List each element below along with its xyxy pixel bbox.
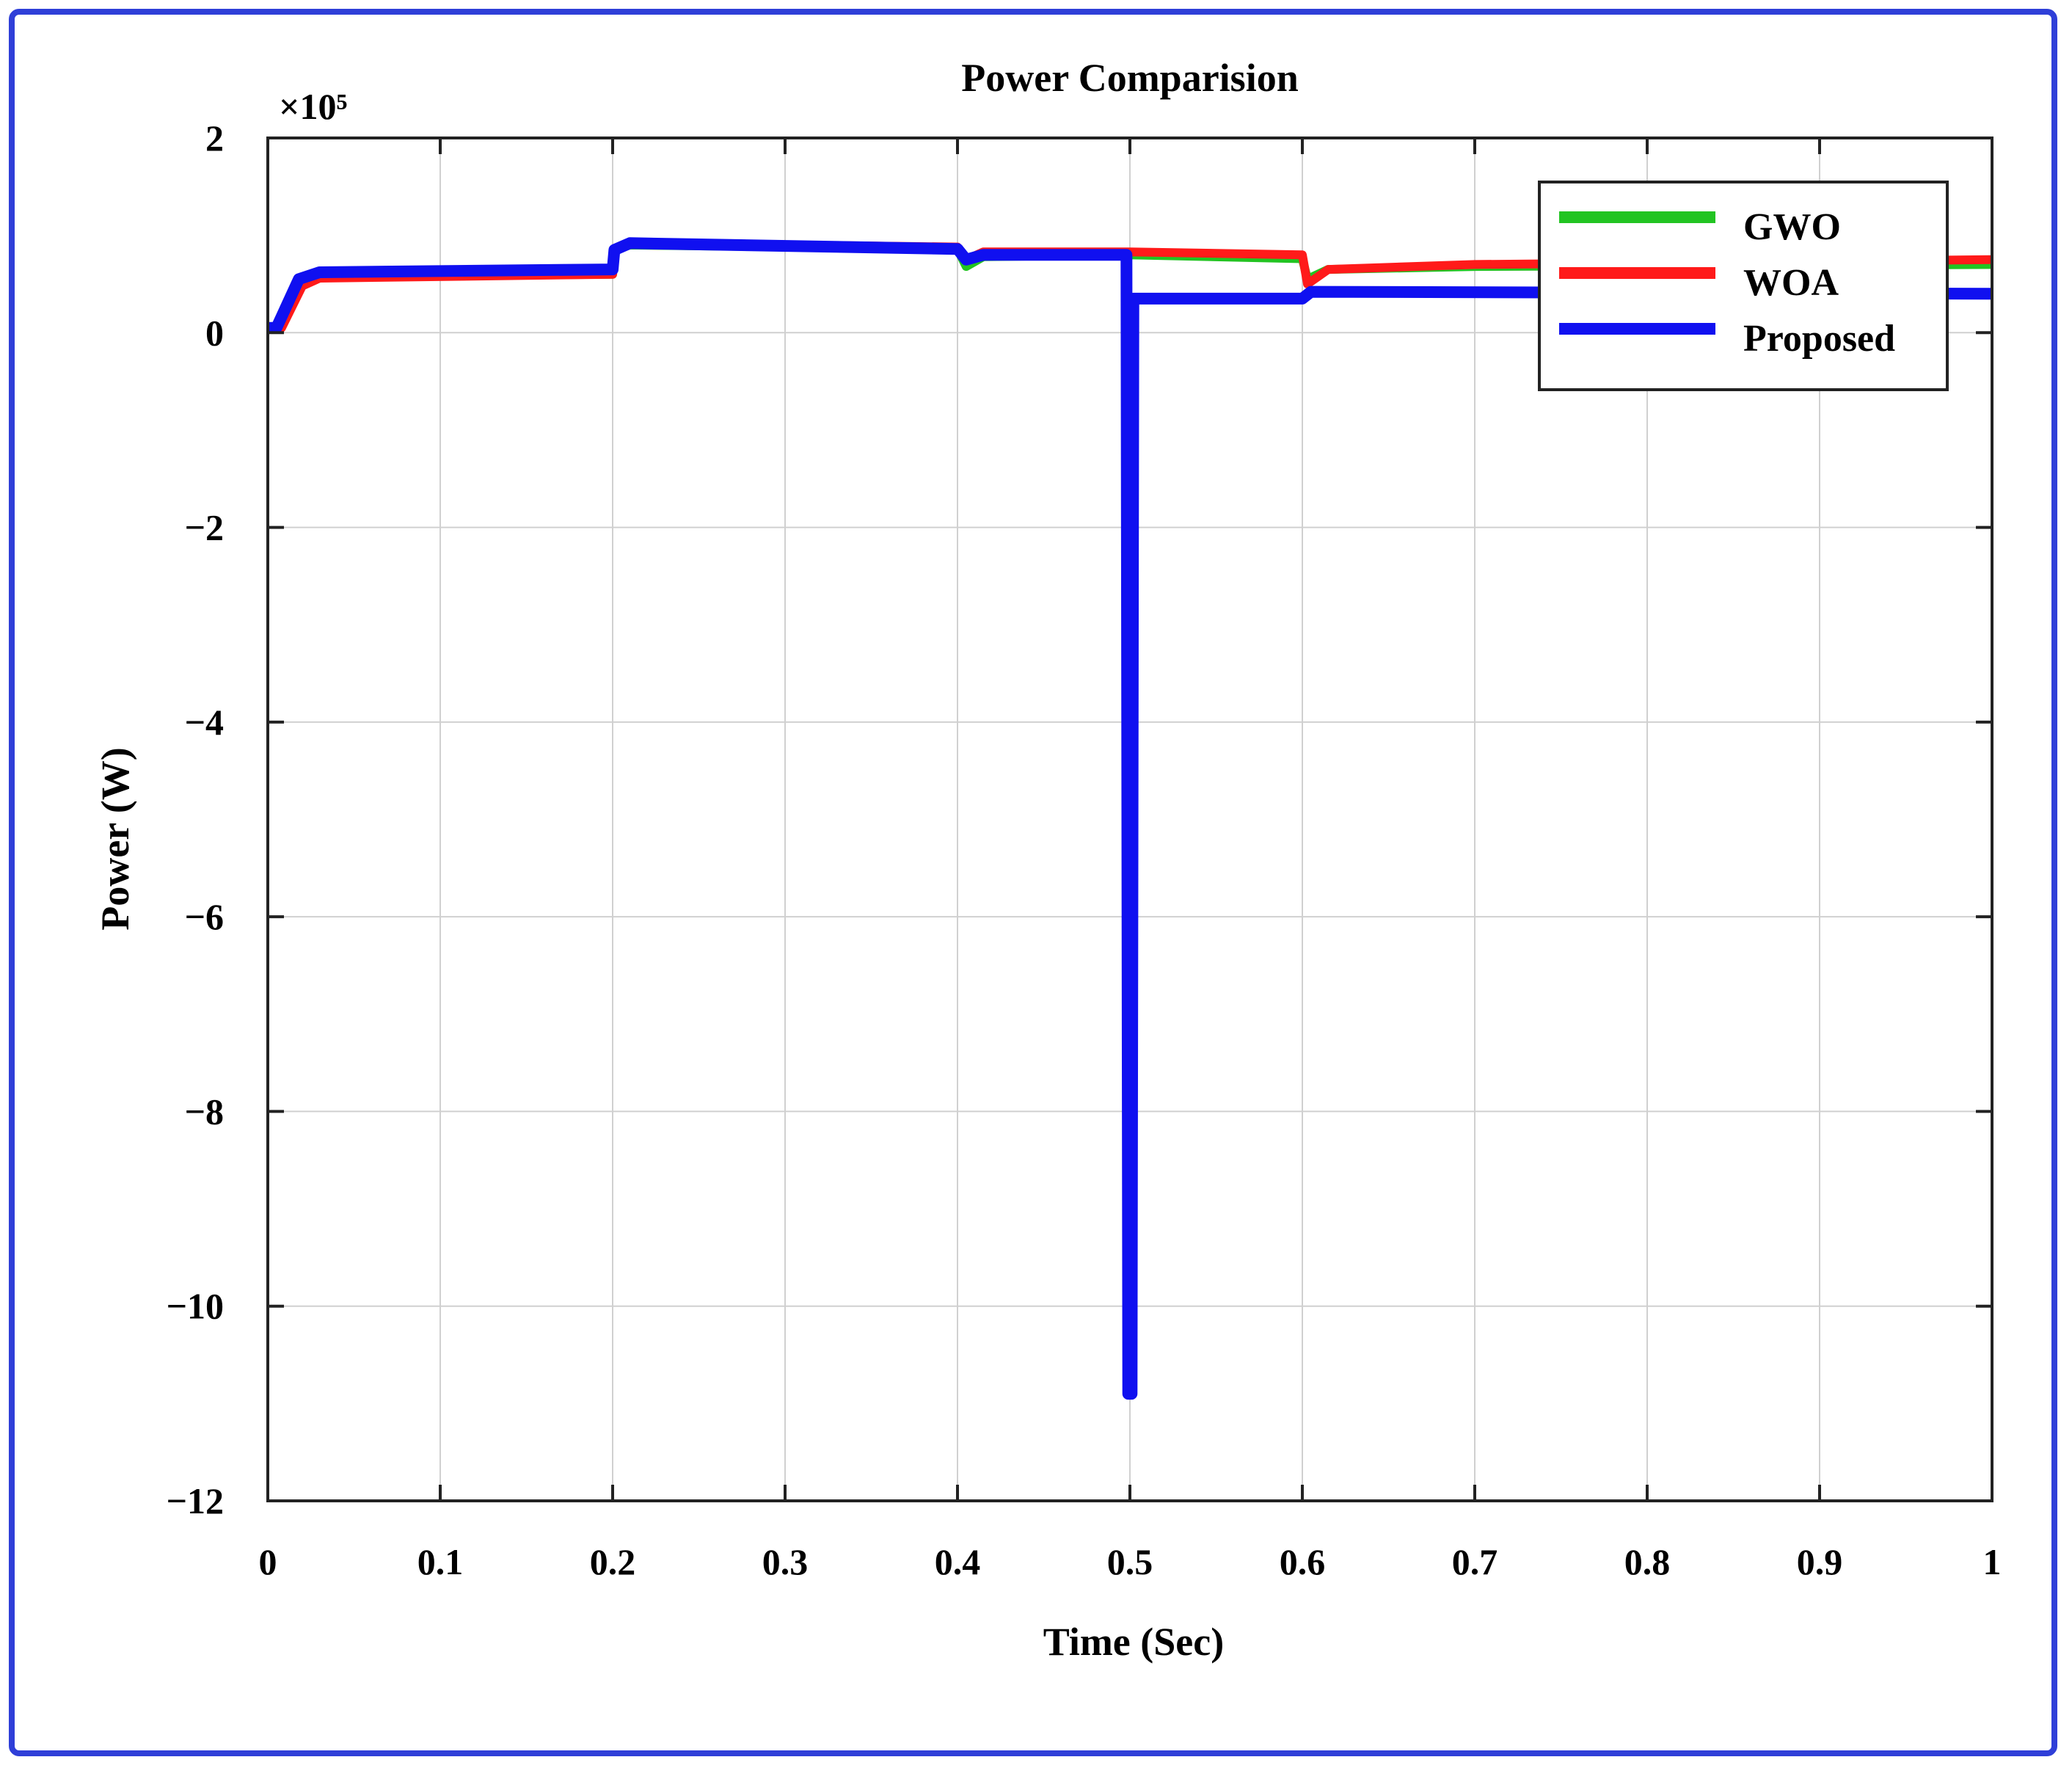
x-tick-label: 0.2 xyxy=(590,1541,636,1582)
y-tick-label: −4 xyxy=(185,702,225,743)
legend: GWO WOA Proposed xyxy=(1538,181,1949,391)
y-tick-label: −2 xyxy=(185,507,225,548)
x-tick-labels: 0 0.1 0.2 0.3 0.4 0.5 0.6 0.7 0.8 0.9 1 xyxy=(259,1541,2002,1582)
x-tick-label: 0 xyxy=(259,1541,277,1582)
chart-title: Power Comparision xyxy=(961,56,1298,100)
series-line-proposed xyxy=(268,237,1993,1400)
y-tick-label: 0 xyxy=(205,312,224,353)
y-tick-label: 2 xyxy=(205,117,224,159)
x-tick-label: 0.7 xyxy=(1452,1541,1498,1582)
y-tick-label: −10 xyxy=(167,1286,225,1327)
y-tick-label: −12 xyxy=(167,1480,225,1521)
x-tick-label: 0.5 xyxy=(1107,1541,1153,1582)
legend-label-proposed: Proposed xyxy=(1743,318,1895,360)
y-tick-labels: 2 0 −2 −4 −6 −8 −10 −12 xyxy=(167,117,225,1521)
legend-label-gwo: GWO xyxy=(1743,206,1841,248)
x-tick-label: 0.4 xyxy=(935,1541,981,1582)
x-tick-label: 0.1 xyxy=(417,1541,464,1582)
x-tick-label: 1 xyxy=(1983,1541,2002,1582)
legend-label-woa: WOA xyxy=(1743,262,1839,304)
y-tick-label: −6 xyxy=(185,896,225,937)
x-tick-label: 0.8 xyxy=(1624,1541,1671,1582)
y-axis-title: Power (W) xyxy=(93,747,137,930)
x-tick-label: 0.9 xyxy=(1797,1541,1843,1582)
figure-frame xyxy=(9,9,2057,1756)
axis-ticks xyxy=(266,137,1993,1502)
series-layer xyxy=(268,237,1993,1400)
x-axis-title: Time (Sec) xyxy=(1043,1620,1224,1664)
y-tick-label: −8 xyxy=(185,1091,225,1132)
y-axis-multiplier: ×10⁵ xyxy=(279,86,347,127)
x-tick-label: 0.6 xyxy=(1280,1541,1326,1582)
x-tick-label: 0.3 xyxy=(762,1541,809,1582)
